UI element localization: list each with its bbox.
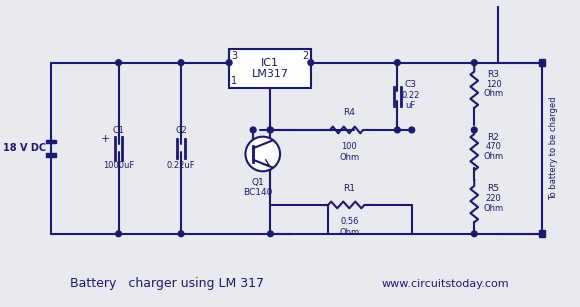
Circle shape	[267, 127, 273, 133]
Text: To battery to be charged: To battery to be charged	[549, 96, 557, 200]
Text: 100
Ohm: 100 Ohm	[339, 142, 360, 162]
Circle shape	[308, 60, 314, 65]
Text: R3: R3	[487, 70, 499, 79]
Circle shape	[250, 127, 256, 133]
Text: 1: 1	[231, 76, 237, 86]
Circle shape	[178, 60, 184, 65]
Text: Q1
BC140: Q1 BC140	[243, 178, 273, 197]
FancyBboxPatch shape	[229, 49, 311, 87]
Circle shape	[472, 127, 477, 133]
Text: R4: R4	[343, 107, 355, 117]
Text: 0.22: 0.22	[401, 91, 420, 100]
Text: Ohm: Ohm	[483, 204, 503, 213]
Text: Battery   charger using LM 317: Battery charger using LM 317	[70, 277, 264, 290]
Text: 18 V DC: 18 V DC	[3, 143, 46, 153]
Circle shape	[267, 231, 273, 237]
Circle shape	[115, 231, 121, 237]
Bar	[539, 230, 545, 237]
Bar	[46, 140, 56, 143]
Text: R1: R1	[343, 185, 356, 193]
Bar	[539, 59, 545, 65]
Text: Ohm: Ohm	[483, 152, 503, 161]
Text: 120: 120	[485, 80, 501, 89]
Circle shape	[245, 137, 280, 171]
Text: uF: uF	[405, 101, 416, 110]
Text: 0.56
Ohm: 0.56 Ohm	[339, 217, 360, 237]
Text: C2: C2	[175, 126, 187, 135]
Text: 2: 2	[303, 51, 309, 61]
Text: 3: 3	[231, 51, 237, 61]
Text: 0.22uF: 0.22uF	[166, 161, 195, 170]
Circle shape	[115, 60, 121, 65]
Text: R2: R2	[488, 133, 499, 142]
Text: +: +	[100, 134, 110, 144]
Text: www.circuitstoday.com: www.circuitstoday.com	[382, 279, 509, 289]
Circle shape	[178, 231, 184, 237]
Text: R5: R5	[487, 185, 499, 193]
Text: C1: C1	[113, 126, 125, 135]
Text: 470: 470	[485, 142, 502, 151]
Text: IC1
LM317: IC1 LM317	[252, 58, 288, 79]
Text: C3: C3	[405, 80, 417, 89]
Circle shape	[409, 127, 415, 133]
Text: 220: 220	[485, 194, 501, 203]
Circle shape	[472, 60, 477, 65]
Circle shape	[472, 231, 477, 237]
Bar	[46, 153, 56, 157]
Circle shape	[267, 127, 273, 133]
Circle shape	[394, 60, 400, 65]
Text: Ohm: Ohm	[483, 89, 503, 98]
Circle shape	[394, 127, 400, 133]
Circle shape	[226, 60, 232, 65]
Text: 1000uF: 1000uF	[103, 161, 134, 170]
